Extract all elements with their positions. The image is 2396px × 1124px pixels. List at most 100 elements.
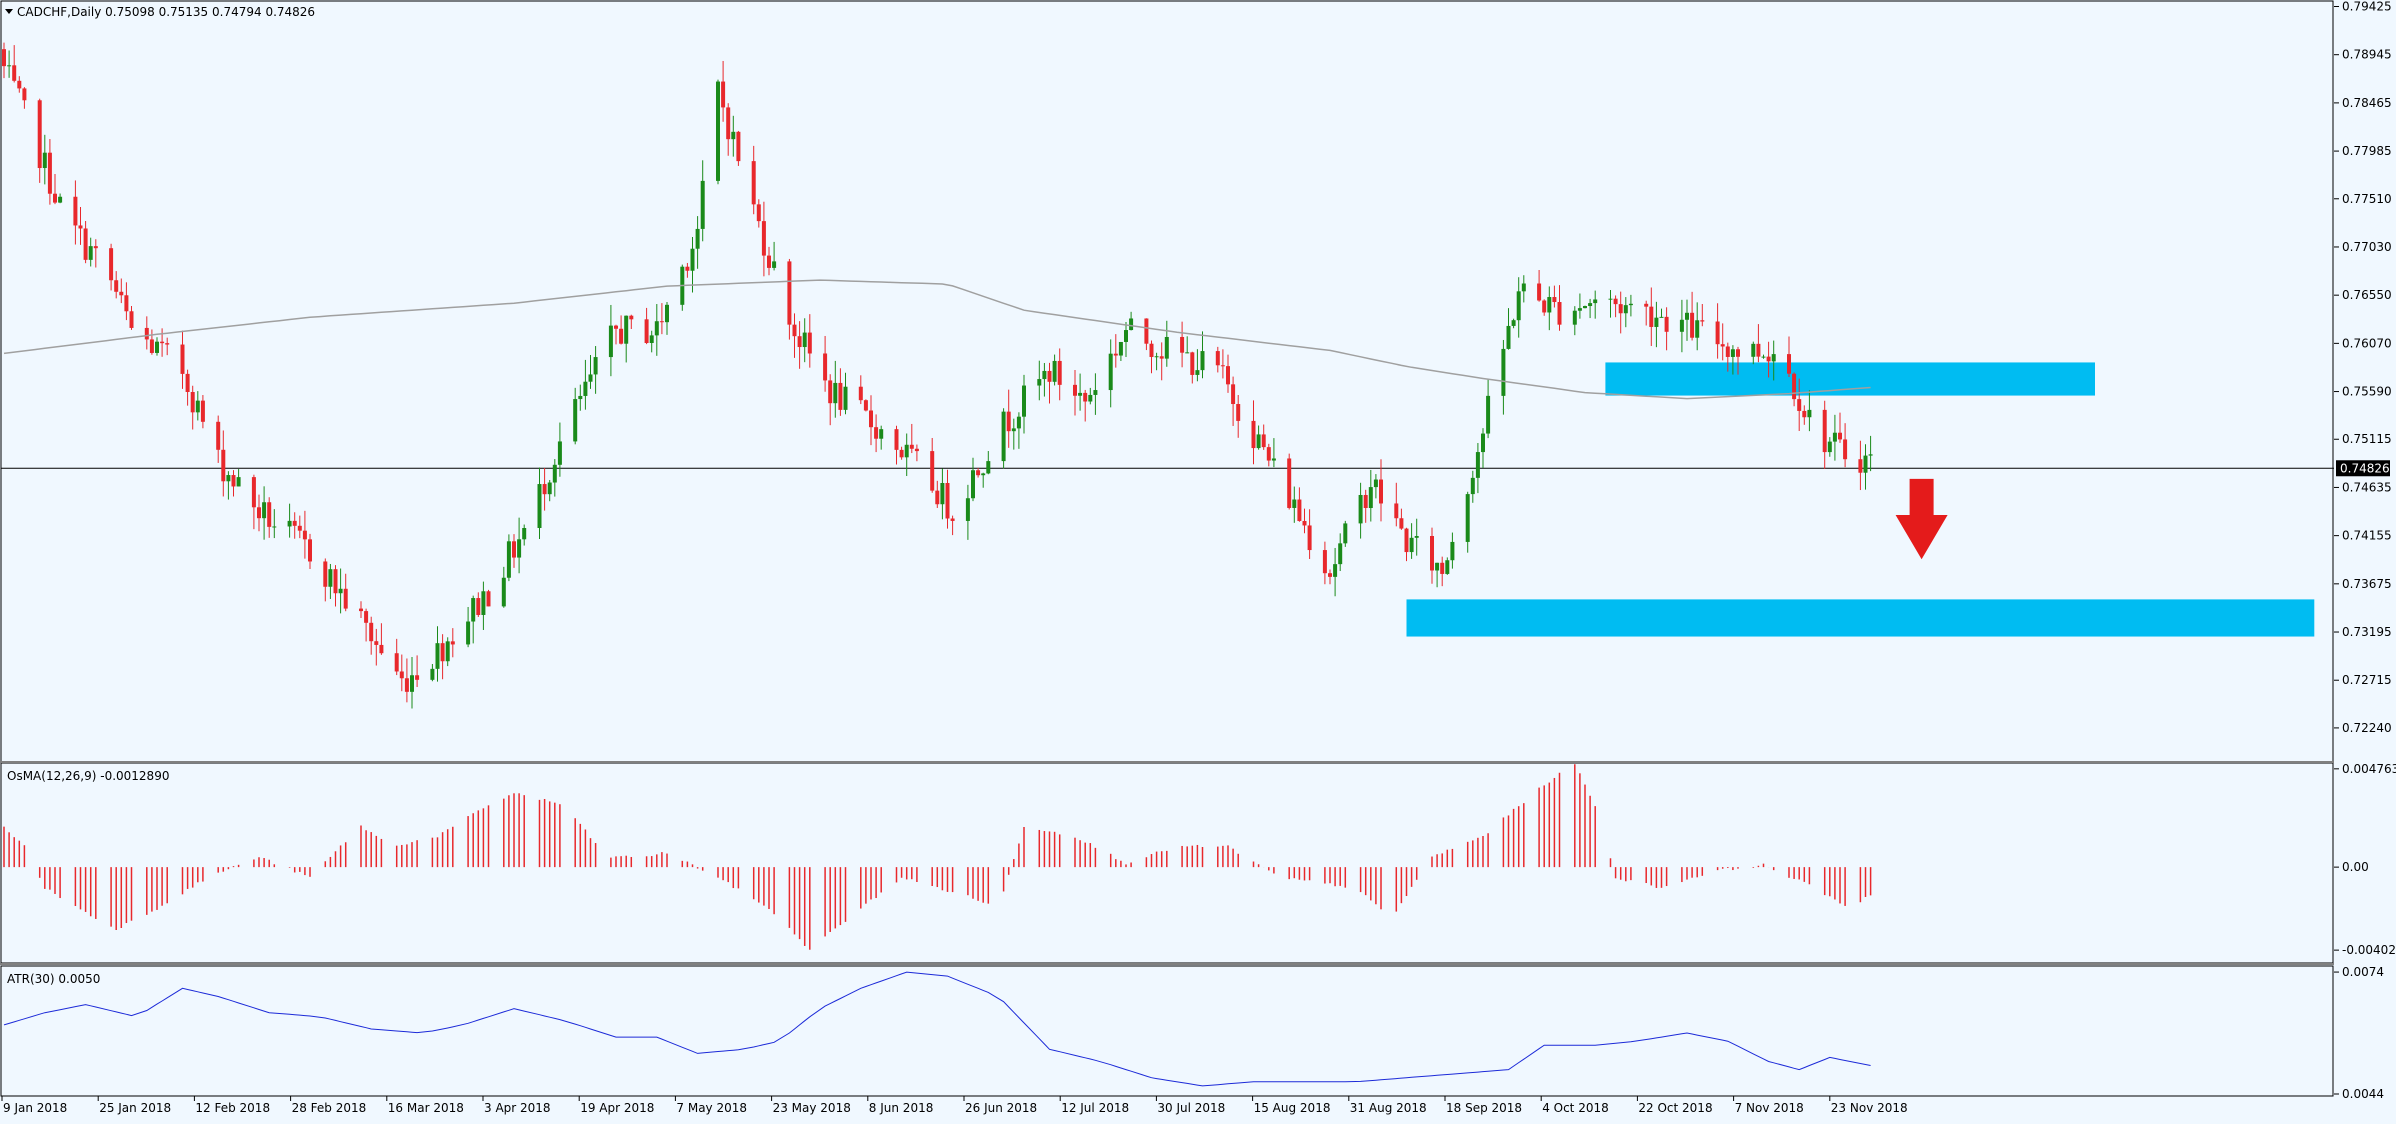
candle-body (522, 528, 527, 540)
candle-body (1572, 310, 1577, 325)
candle-body (787, 261, 792, 325)
candle-body (1843, 439, 1848, 460)
candle-body (180, 344, 185, 374)
candle-body (302, 530, 307, 540)
candle-body (828, 380, 833, 404)
candle-body (83, 228, 88, 260)
candle-body (410, 675, 414, 692)
candle-body (1583, 306, 1587, 309)
candle-body (328, 569, 333, 587)
candle-body (649, 335, 654, 343)
candle-body (1333, 564, 1338, 577)
candle-body (1547, 297, 1552, 313)
candle-body (1368, 487, 1373, 509)
candle-body (950, 518, 955, 521)
candle-body (792, 324, 797, 337)
atr-tick-label: 0.0074 (2342, 965, 2384, 979)
atr-line (3, 971, 1871, 1087)
candle-body (415, 675, 420, 680)
candle-body (1042, 370, 1047, 380)
moving-average-line (3, 279, 1871, 400)
date-tick-label: 7 Nov 2018 (1735, 1101, 1804, 1115)
candle-body (476, 598, 481, 615)
price-tick-label: 0.74155 (2342, 529, 2392, 543)
candle-body (399, 671, 404, 679)
candle-body (547, 482, 552, 495)
candle-body (1149, 343, 1154, 357)
candle-body (200, 400, 205, 422)
candle-body (1073, 384, 1077, 396)
candle-body (1868, 454, 1873, 456)
price-tick-label: 0.74635 (2342, 480, 2392, 494)
candle-body (190, 392, 195, 413)
candle-body (1022, 385, 1026, 417)
candle-body (466, 621, 471, 645)
candle-body (1435, 562, 1440, 571)
candle-body (608, 325, 613, 358)
candle-body (119, 291, 124, 296)
candle-body (149, 339, 154, 353)
price-tick-label: 0.76070 (2342, 336, 2392, 350)
price-tick-label: 0.75115 (2342, 432, 2392, 446)
candle-body (1628, 303, 1633, 306)
price-tick-label: 0.79425 (2342, 0, 2392, 14)
down-arrow-icon (1895, 478, 1948, 560)
price-tick-label: 0.77030 (2342, 240, 2392, 254)
osma-label: OsMA(12,26,9) -0.0012890 (7, 769, 169, 783)
candle-body (1858, 459, 1863, 473)
price-tick-label: 0.77510 (2342, 192, 2392, 206)
candle-body (695, 228, 700, 249)
price-tick-label: 0.78465 (2342, 96, 2392, 110)
candle-body (797, 336, 802, 348)
atr-layer (3, 971, 1871, 1087)
candle-body (109, 248, 114, 281)
atr-panel-frame (0, 965, 2334, 1097)
candle-body (1399, 518, 1404, 529)
candle-body (537, 484, 542, 529)
candle-body (195, 400, 200, 413)
candle-body (7, 65, 12, 67)
date-tick-label: 26 Jun 2018 (965, 1101, 1037, 1115)
symbol-menu-triangle-icon[interactable] (5, 9, 13, 14)
candle-body (593, 357, 598, 375)
candle-body (552, 464, 557, 483)
candle-body (588, 374, 593, 382)
candle-body (42, 152, 47, 169)
candle-body (73, 196, 78, 226)
candle-body (1588, 303, 1593, 307)
candle-body (1373, 479, 1378, 488)
candle-body (542, 484, 547, 495)
candle-body (435, 643, 440, 669)
candle-body (654, 321, 659, 336)
price-tick-label: 0.76550 (2342, 288, 2392, 302)
candle-body (1521, 283, 1526, 292)
candle-body (731, 131, 736, 140)
candle-body (685, 266, 690, 271)
price-tick-label: 0.72240 (2342, 721, 2392, 735)
candle-body (1470, 477, 1475, 495)
candle-body (1623, 305, 1628, 314)
candle-body (700, 180, 705, 229)
candle-body (430, 668, 435, 680)
candle-body (471, 598, 476, 622)
price-tick-label: 0.77985 (2342, 144, 2392, 158)
candle-body (1797, 399, 1802, 411)
candle-body (1328, 573, 1332, 577)
date-tick-label: 15 Aug 2018 (1254, 1101, 1331, 1115)
candle-body (1236, 404, 1241, 421)
candle-body (1338, 543, 1343, 565)
candle-body (1685, 312, 1689, 320)
price-tick-label: 0.73675 (2342, 577, 2392, 591)
candle-body (1358, 494, 1363, 524)
candle-body (1251, 420, 1256, 449)
candle-body (1108, 353, 1113, 391)
candle-body (440, 643, 445, 662)
candle-body (843, 386, 848, 410)
candle-body (614, 325, 618, 329)
date-tick-label: 28 Feb 2018 (292, 1101, 367, 1115)
candle-body (114, 280, 119, 292)
candle-body (1195, 370, 1200, 375)
candle-body (1113, 353, 1118, 356)
